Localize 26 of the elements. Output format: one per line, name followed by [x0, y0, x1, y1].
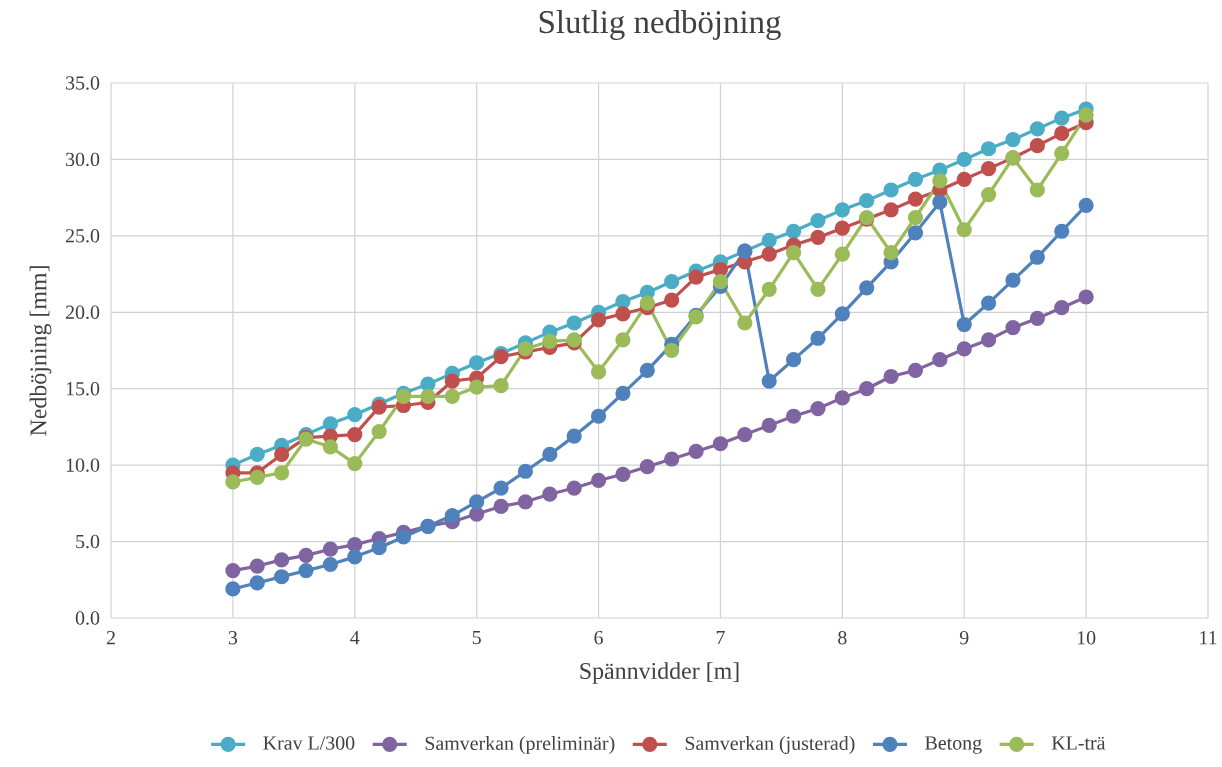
legend-label: Samverkan (preliminär): [425, 736, 615, 755]
y-tick-label: 15.0: [66, 381, 100, 396]
x-tick-label: 8: [838, 631, 847, 645]
x-tick-label: 5: [472, 631, 481, 645]
y-tick-label: 0.0: [75, 611, 100, 625]
chart-title: Slutlig nedböjning: [539, 10, 781, 40]
legend-label: Krav L/300: [263, 736, 355, 750]
legend-label: KL-trä: [1051, 736, 1106, 750]
x-tick-label: 2: [106, 631, 115, 645]
x-tick-label: 10: [1077, 631, 1096, 645]
y-tick-label: 25.0: [65, 229, 100, 243]
x-tick-label: 9: [959, 631, 969, 645]
y-tick-label: 10.0: [66, 458, 100, 472]
x-tick-label: 4: [350, 631, 360, 645]
y-axis-title: Nedböjning [mm]: [29, 266, 52, 436]
y-tick-label: 20.0: [65, 305, 100, 320]
legend-label: Samverkan (justerad): [685, 736, 855, 755]
x-axis-title: Spännvidder [m]: [580, 662, 739, 684]
y-tick-label: 35.0: [66, 76, 100, 90]
y-tick-label: 5.0: [76, 534, 100, 549]
legend-label: Betong: [925, 736, 982, 754]
x-tick-label: 7: [716, 631, 725, 645]
x-tick-label: 11: [1200, 631, 1217, 645]
x-tick-label: 3: [228, 631, 238, 645]
x-tick-label: 6: [594, 631, 603, 645]
y-tick-label: 30.0: [66, 152, 100, 167]
